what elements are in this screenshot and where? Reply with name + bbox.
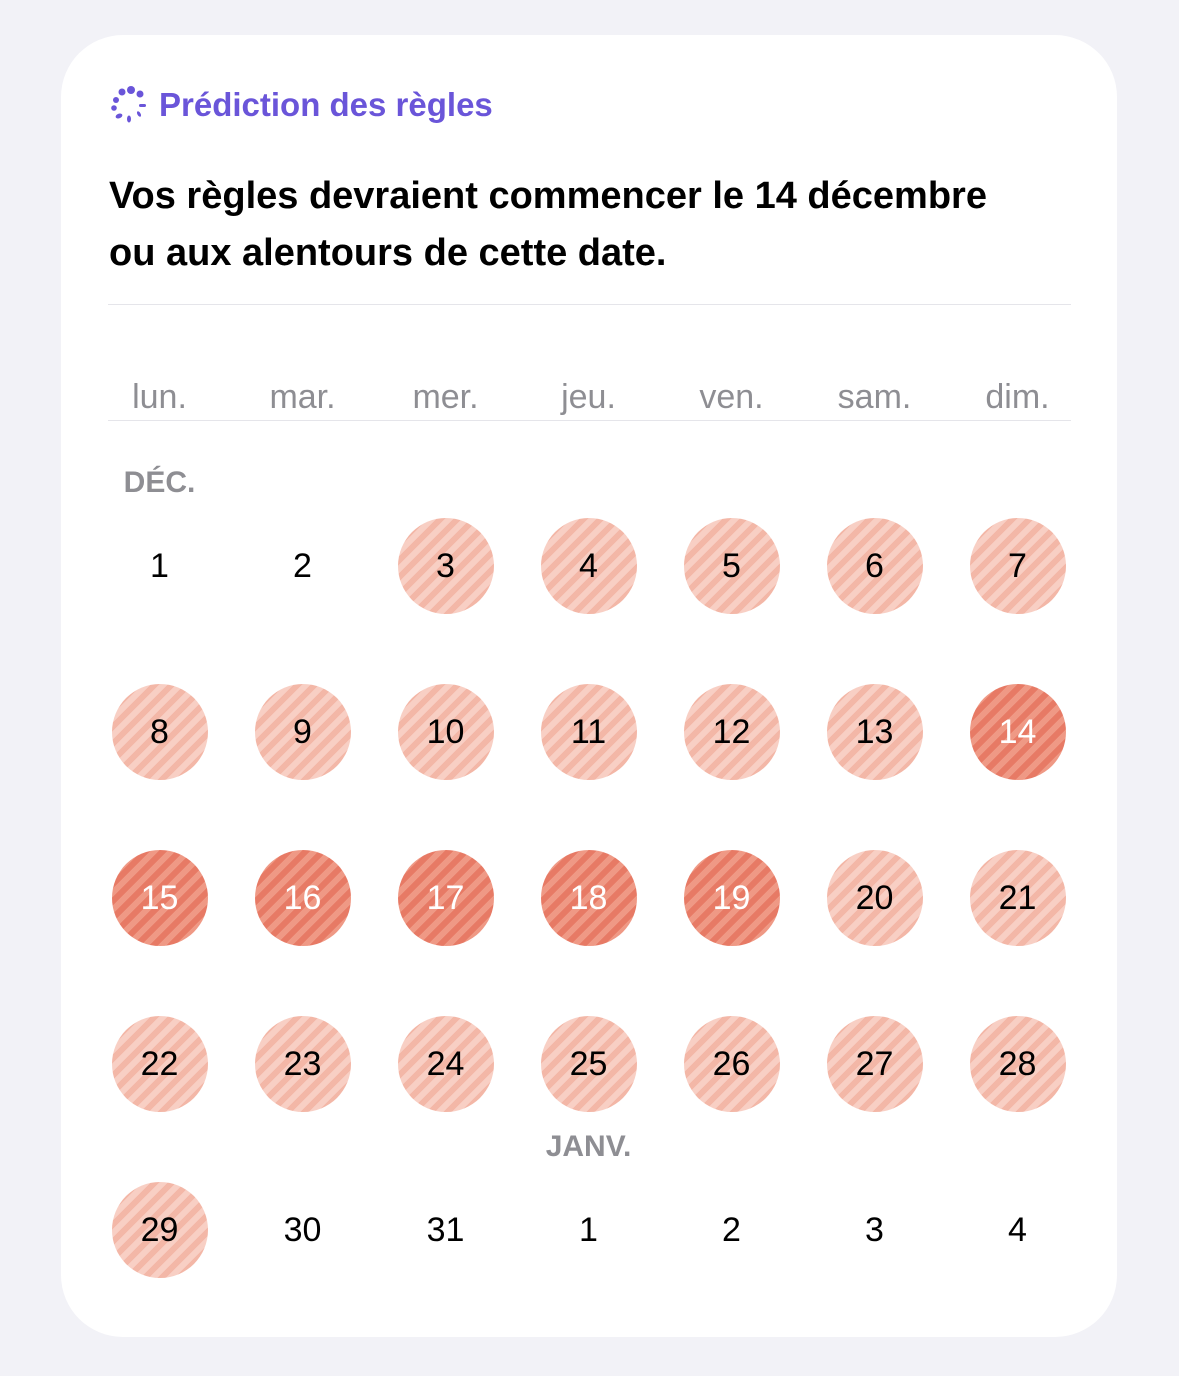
predicted-day-dark[interactable]: 14 [969,684,1066,780]
calendar-cell: 20 [803,815,946,981]
predicted-day-light[interactable]: 6 [826,518,923,614]
month-label: JANV. [545,1130,632,1163]
calendar-cell: 13 [803,649,946,815]
calendar-cell: 2 [231,483,374,649]
card-title: Prédiction des règles [159,86,493,123]
calendar-cell: 14 [946,649,1089,815]
calendar-cell: 22 [88,981,231,1147]
calendar-day[interactable]: 2 [722,1210,741,1249]
calendar-day[interactable]: 3 [865,1210,884,1249]
predicted-day-light[interactable]: 7 [969,518,1066,614]
predicted-day-light[interactable]: 11 [540,684,637,780]
calendar-cell: 17 [374,815,517,981]
weekday-label: ven. [699,378,764,416]
calendar-day[interactable]: 30 [283,1210,322,1249]
weekday-label: lun. [132,378,187,416]
prediction-headline: Vos règles devraient commencer le 14 déc… [109,175,987,274]
predicted-day-light[interactable]: 25 [540,1016,637,1112]
weekday-header: lun. mar. mer. jeu. ven. sam. dim. [88,340,1089,455]
calendar-cell: 25 [517,981,660,1147]
predicted-day-light[interactable]: 24 [397,1016,494,1112]
predicted-day-light[interactable]: 13 [826,684,923,780]
calendar-cell: 2 [660,1147,803,1313]
weekday-label: dim. [985,378,1050,416]
calendar-cell: 15 [88,815,231,981]
predicted-day-light[interactable]: 12 [683,684,780,780]
calendar-cell: JANV. 1 [517,1130,660,1313]
calendar-cell: 26 [660,981,803,1147]
calendar-day[interactable]: 1 [579,1210,598,1249]
calendar-cell: 27 [803,981,946,1147]
predicted-day-light[interactable]: 22 [111,1016,208,1112]
month-label: DÉC. [123,466,196,499]
calendar-cell: 16 [231,815,374,981]
predicted-day-light[interactable]: 26 [683,1016,780,1112]
calendar-cell: 5 [660,483,803,649]
calendar-cell: 18 [517,815,660,981]
calendar-cell: 10 [374,649,517,815]
divider [108,304,1071,305]
calendar-cell: 3 [374,483,517,649]
calendar-day[interactable]: 2 [293,546,312,585]
divider [108,420,1071,421]
calendar-cell: 24 [374,981,517,1147]
calendar-cell: 11 [517,649,660,815]
calendar-cell: 21 [946,815,1089,981]
predicted-day-dark[interactable]: 18 [540,850,637,946]
calendar-cell: 28 [946,981,1089,1147]
calendar-cell: 4 [946,1147,1089,1313]
predicted-day-light[interactable]: 27 [826,1016,923,1112]
period-prediction-card: Prédiction des règles Vos règles devraie… [61,35,1117,1337]
predicted-day-light[interactable]: 21 [969,850,1066,946]
calendar-cell: 9 [231,649,374,815]
calendar-cell: 4 [517,483,660,649]
predicted-day-dark[interactable]: 16 [254,850,351,946]
sparkle-dots-icon [111,86,146,123]
calendar-cell: 7 [946,483,1089,649]
predicted-day-light[interactable]: 20 [826,850,923,946]
calendar-cell: 12 [660,649,803,815]
weekday-label: mar. [269,378,336,416]
weekday-label: jeu. [561,378,616,416]
calendar-cell: 29 [88,1147,231,1313]
predicted-day-dark[interactable]: 15 [111,850,208,946]
calendar-cell: 6 [803,483,946,649]
predicted-day-dark[interactable]: 17 [397,850,494,946]
predicted-day-light[interactable]: 28 [969,1016,1066,1112]
calendar-day[interactable]: 31 [426,1210,465,1249]
calendar-cell: 23 [231,981,374,1147]
predicted-day-dark[interactable]: 19 [683,850,780,946]
predicted-day-light[interactable]: 8 [111,684,208,780]
calendar-cell: 19 [660,815,803,981]
predicted-day-light[interactable]: 3 [397,518,494,614]
predicted-day-light[interactable]: 23 [254,1016,351,1112]
calendar-grid: DÉC. 1 2 3 4 5 6 7 8 9 10 11 12 13 14 15 16 17 18 19 20 21 22 2… [88,466,1089,1313]
weekday-label: sam. [837,378,912,416]
calendar-cell: 8 [88,649,231,815]
predicted-day-light[interactable]: 5 [683,518,780,614]
predicted-day-light[interactable]: 29 [111,1182,208,1278]
card-header: Prédiction des règles [109,85,493,125]
calendar-cell: DÉC. 1 [88,466,231,649]
predicted-day-light[interactable]: 9 [254,684,351,780]
calendar-day[interactable]: 4 [1008,1210,1027,1249]
calendar-day[interactable]: 1 [150,546,169,585]
calendar-cell: 3 [803,1147,946,1313]
predicted-day-light[interactable]: 4 [540,518,637,614]
weekday-label: mer. [412,378,479,416]
calendar-cell: 30 [231,1147,374,1313]
predicted-day-light[interactable]: 10 [397,684,494,780]
calendar-cell: 31 [374,1147,517,1313]
